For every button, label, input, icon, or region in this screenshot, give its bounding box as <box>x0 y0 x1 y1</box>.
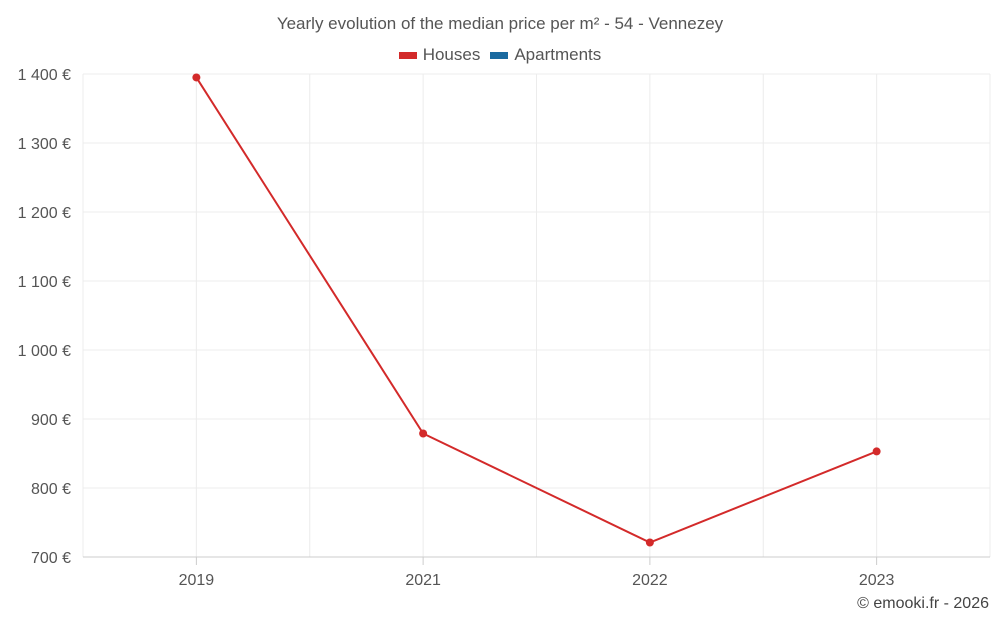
x-tick-label: 2023 <box>859 572 895 589</box>
data-point-houses <box>192 73 201 82</box>
data-point-houses <box>419 429 428 438</box>
legend: Houses Apartments <box>0 45 1000 65</box>
legend-item-apartments[interactable]: Apartments <box>490 45 601 65</box>
axes: 700 € 800 € 900 € 1 000 € 1 100 € 1 200 € 1 30… <box>18 67 990 589</box>
x-tick-label: 2022 <box>632 572 668 589</box>
grid <box>82 73 991 557</box>
legend-item-houses[interactable]: Houses <box>398 45 481 65</box>
legend-label-houses: Houses <box>422 45 481 64</box>
y-tick-label: 1 300 € <box>18 136 71 153</box>
y-tick-label: 700 € <box>31 550 71 567</box>
legend-swatch-houses <box>398 51 417 59</box>
chart-title: Yearly evolution of the median price per… <box>276 14 724 33</box>
y-tick-label: 800 € <box>31 481 71 498</box>
y-tick-label: 1 400 € <box>18 67 71 84</box>
y-tick-label: 1 000 € <box>18 343 71 360</box>
y-tick-label: 1 100 € <box>18 274 71 291</box>
y-tick-label: 900 € <box>31 412 71 429</box>
legend-label-apartments: Apartments <box>514 45 602 64</box>
series <box>192 73 881 547</box>
x-tick-label: 2019 <box>179 572 215 589</box>
credit-text: © emooki.fr - 2026 <box>857 595 989 612</box>
series-line-houses <box>195 76 877 544</box>
data-point-houses <box>645 538 654 547</box>
data-point-houses <box>872 447 881 456</box>
legend-swatch-apartments <box>490 51 509 59</box>
x-tick-label: 2021 <box>405 572 441 589</box>
y-tick-label: 1 200 € <box>18 205 71 222</box>
